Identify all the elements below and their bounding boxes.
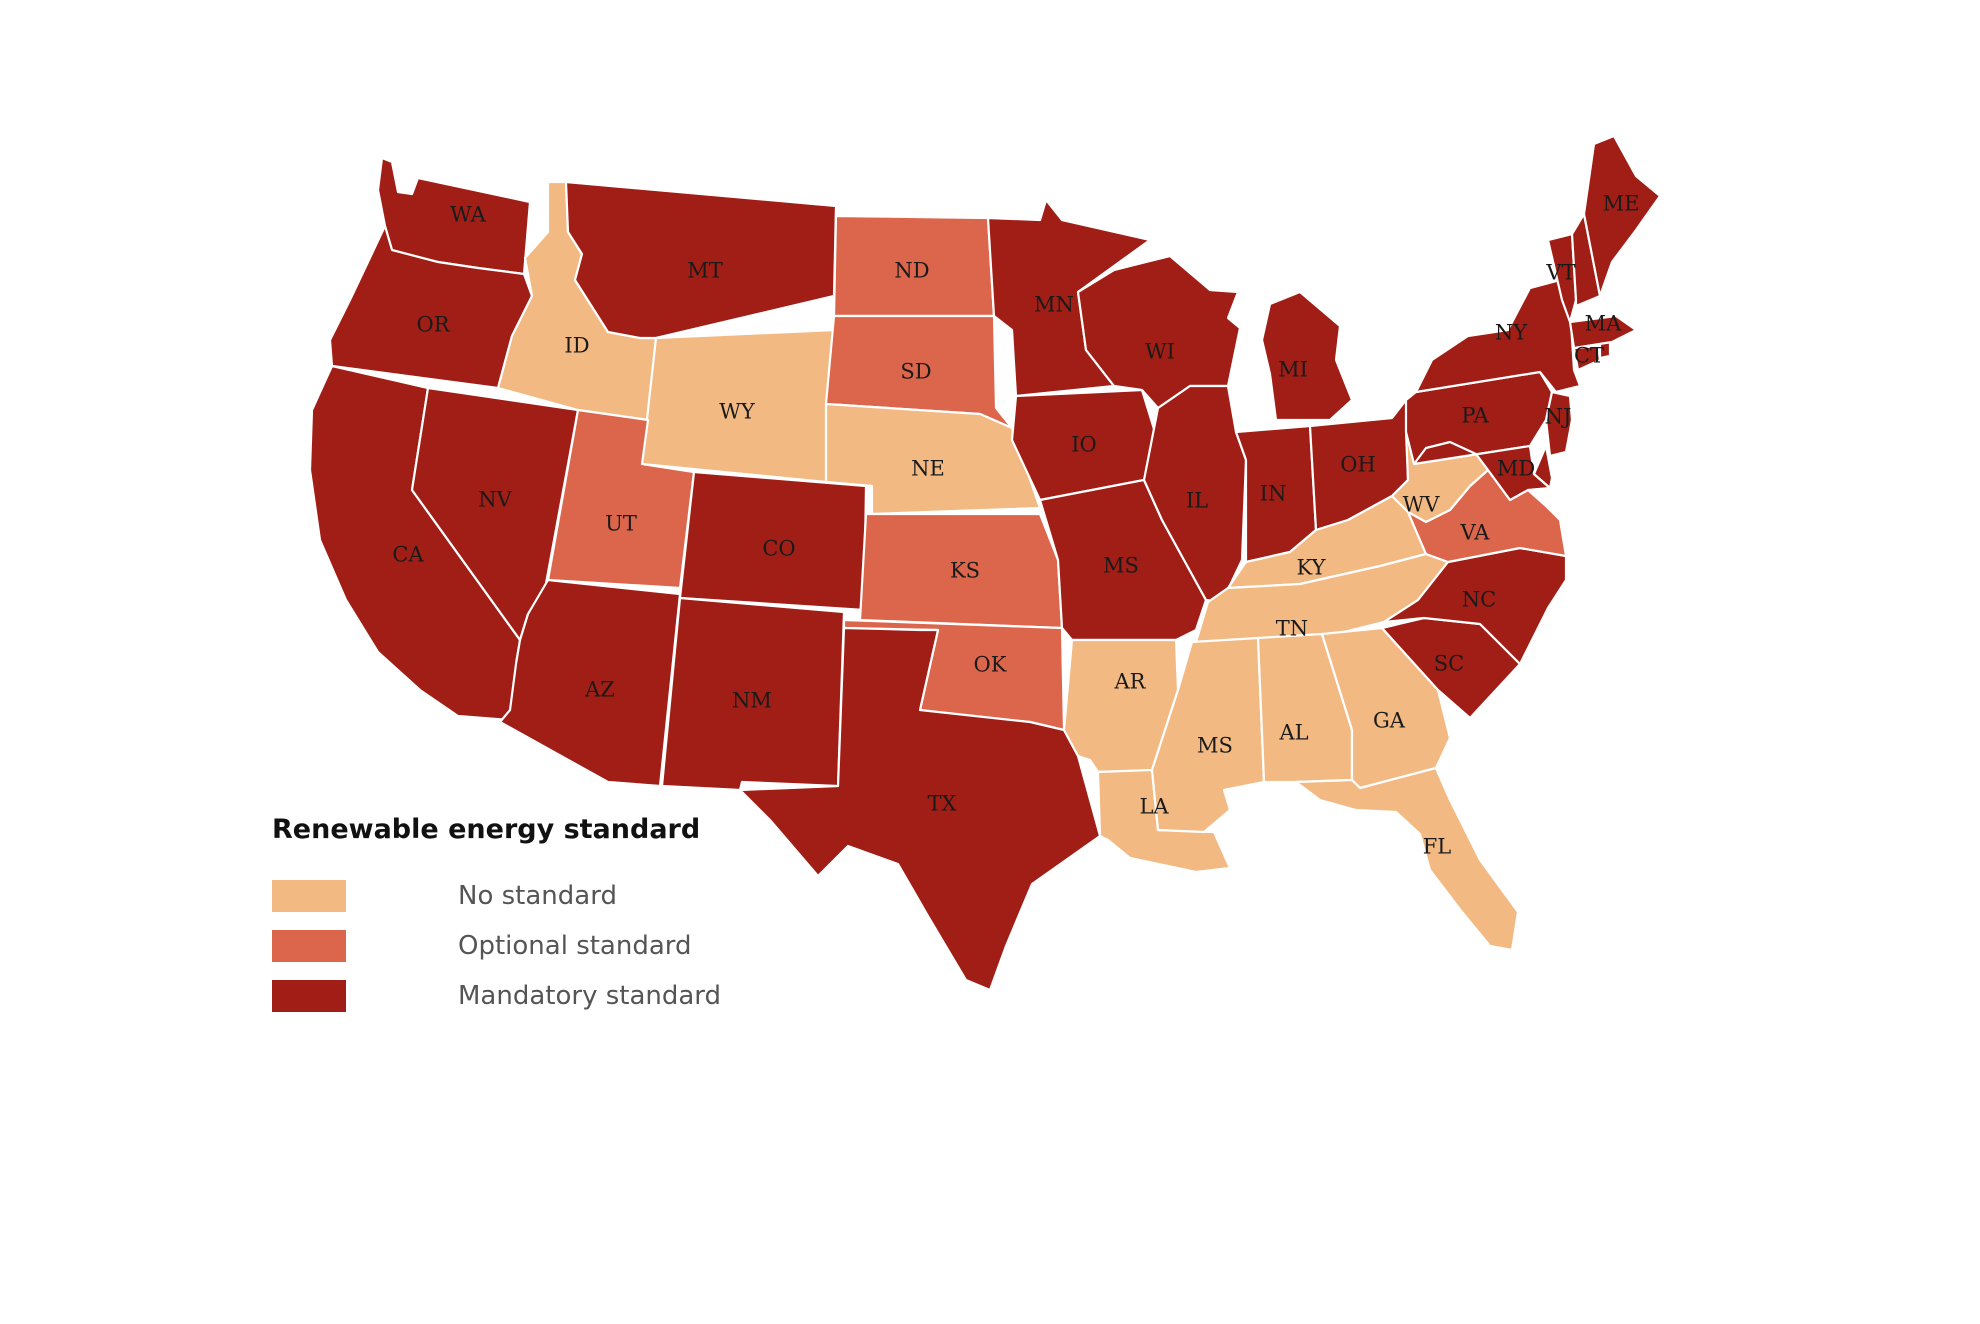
state-label-ar: AR xyxy=(1114,670,1147,694)
state-ct xyxy=(1572,344,1602,372)
state-me xyxy=(1582,134,1662,298)
legend-item-none: No standard xyxy=(272,877,721,915)
state-label-ne: NE xyxy=(911,457,945,481)
state-label-tx: TX xyxy=(928,792,957,816)
state-label-nj: NJ xyxy=(1545,405,1572,429)
state-label-va: VA xyxy=(1460,521,1491,545)
state-label-ms-mo: MS xyxy=(1103,554,1139,578)
state-nm xyxy=(660,596,846,792)
legend-swatch-none xyxy=(272,880,346,912)
state-nj xyxy=(1544,390,1574,458)
state-label-vt: VT xyxy=(1545,261,1575,285)
state-ma xyxy=(1568,314,1638,350)
state-label-io: IO xyxy=(1071,433,1097,457)
state-label-tn: TN xyxy=(1276,617,1308,641)
state-label-ut: UT xyxy=(605,512,637,536)
state-label-ok: OK xyxy=(974,653,1007,677)
state-label-ca: CA xyxy=(392,543,424,567)
state-mi xyxy=(1260,290,1354,422)
state-label-mi: MI xyxy=(1278,358,1308,382)
state-label-az: AZ xyxy=(584,678,615,702)
legend-swatch-optional xyxy=(272,930,346,962)
state-nh xyxy=(1570,212,1602,308)
legend-label-optional: Optional standard xyxy=(458,931,692,961)
state-label-il: IL xyxy=(1186,489,1208,513)
state-label-ks: KS xyxy=(950,559,980,583)
legend: Renewable energy standard No standard Op… xyxy=(272,814,721,1027)
state-de xyxy=(1532,444,1554,490)
state-label-co: CO xyxy=(762,537,795,561)
state-label-ky: KY xyxy=(1297,556,1327,580)
state-label-nd: ND xyxy=(894,259,929,283)
state-label-wa: WA xyxy=(450,203,487,227)
state-label-sd: SD xyxy=(900,360,931,384)
legend-item-mandatory: Mandatory standard xyxy=(272,977,721,1015)
legend-swatch-mandatory xyxy=(272,980,346,1012)
state-label-sc: SC xyxy=(1434,652,1464,676)
state-fl xyxy=(1294,766,1520,952)
state-label-ny: NY xyxy=(1495,321,1528,345)
state-label-wy: WY xyxy=(719,400,756,424)
state-label-mn: MN xyxy=(1034,293,1074,317)
state-label-id: ID xyxy=(564,334,589,358)
state-label-or: OR xyxy=(416,313,450,337)
legend-label-mandatory: Mandatory standard xyxy=(458,981,722,1011)
state-label-ms: MS xyxy=(1197,734,1233,758)
legend-label-none: No standard xyxy=(458,881,617,911)
state-label-nv: NV xyxy=(478,488,512,512)
state-tx xyxy=(738,626,1102,992)
labels-layer: WA OR CA NV ID MT WY UT AZ CO NM ND SD NE KS OK TX MN IO MS… xyxy=(392,192,1639,859)
state-label-ma: MA xyxy=(1585,312,1623,336)
state-label-nc: NC xyxy=(1462,588,1496,612)
state-label-pa: PA xyxy=(1461,404,1489,428)
state-label-mt: MT xyxy=(687,259,723,283)
state-az xyxy=(498,578,682,788)
state-md xyxy=(1412,440,1552,502)
state-ne xyxy=(824,402,1042,516)
state-label-oh: OH xyxy=(1340,453,1376,477)
state-label-nm: NM xyxy=(732,689,772,713)
state-label-al: AL xyxy=(1278,721,1308,745)
state-label-in: IN xyxy=(1260,482,1287,506)
state-vt xyxy=(1546,232,1578,324)
state-label-me: ME xyxy=(1603,192,1640,216)
legend-item-optional: Optional standard xyxy=(272,927,721,965)
state-il xyxy=(1142,384,1248,604)
state-label-la: LA xyxy=(1139,795,1169,819)
state-label-wi: WI xyxy=(1145,340,1175,364)
states-layer xyxy=(308,134,1662,992)
state-label-ga: GA xyxy=(1373,709,1406,733)
state-label-ct: CT xyxy=(1574,344,1604,368)
legend-title: Renewable energy standard xyxy=(272,814,701,845)
state-label-wv: WV xyxy=(1403,493,1441,517)
state-label-md: MD xyxy=(1497,457,1535,481)
state-label-fl: FL xyxy=(1423,835,1452,859)
